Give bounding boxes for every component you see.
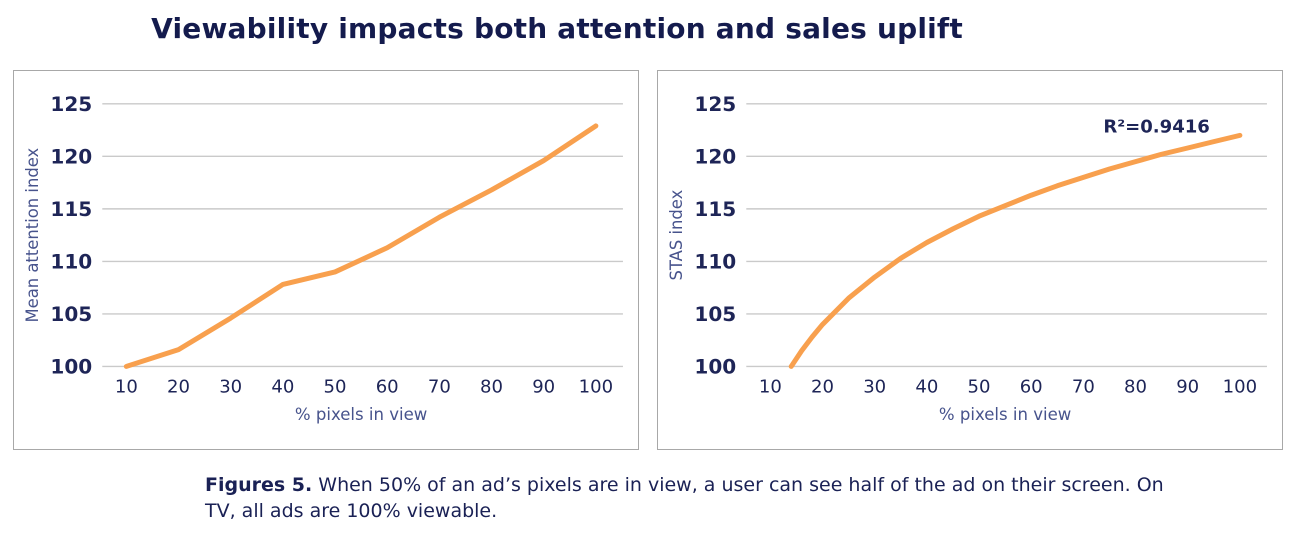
y-tick-label: 100 <box>50 354 92 378</box>
x-tick-label: 80 <box>1124 376 1147 397</box>
x-tick-label: 20 <box>167 376 190 397</box>
mean-attention-by-viewability-line <box>123 123 599 369</box>
charts-row: 100 105 110 115 120 125 10 20 30 40 50 60 70 80 90 100%… <box>13 70 1283 450</box>
x-tick-label: 40 <box>271 376 294 397</box>
attention-line-chart: 100 105 110 115 120 125 10 20 30 40 50 60 70 80 90 100%… <box>23 92 623 424</box>
x-tick-label: 10 <box>759 376 782 397</box>
x-tick-label: 60 <box>376 376 399 397</box>
y-axis-title: Mean attention index <box>23 147 42 322</box>
figure-title: Viewability impacts both attention and s… <box>151 12 963 45</box>
y-tick-label: 115 <box>50 197 92 221</box>
y-tick-label: 115 <box>694 197 736 221</box>
y-tick-label: 110 <box>50 249 92 273</box>
stas-line-chart: 100 105 110 115 120 125 10 20 30 40 50 60 70 80 90 100%… <box>667 92 1267 424</box>
x-axis-title: % pixels in view <box>295 405 427 424</box>
x-tick-label: 70 <box>428 376 451 397</box>
r-squared-annotation: R²=0.9416 <box>1103 117 1210 138</box>
x-tick-label: 80 <box>480 376 503 397</box>
y-tick-label: 110 <box>694 249 736 273</box>
caption-text: When 50% of an ad’s pixels are in view, … <box>205 474 1164 522</box>
stas-chart-panel: 100 105 110 115 120 125 10 20 30 40 50 60 70 80 90 100%… <box>657 70 1283 450</box>
x-tick-label: 90 <box>532 376 555 397</box>
y-tick-label: 125 <box>50 92 92 116</box>
x-axis-title: % pixels in view <box>939 405 1071 424</box>
x-tick-label: 70 <box>1072 376 1095 397</box>
x-tick-label: 100 <box>579 376 613 397</box>
x-tick-label: 50 <box>324 376 347 397</box>
attention-chart-panel: 100 105 110 115 120 125 10 20 30 40 50 60 70 80 90 100%… <box>13 70 639 450</box>
x-tick-label: 20 <box>811 376 834 397</box>
x-tick-label: 30 <box>219 376 242 397</box>
stas-by-viewability-line <box>788 132 1243 369</box>
x-tick-label: 30 <box>863 376 886 397</box>
x-tick-label: 50 <box>968 376 991 397</box>
y-tick-label: 125 <box>694 92 736 116</box>
x-tick-label: 60 <box>1020 376 1043 397</box>
y-tick-label: 120 <box>50 144 92 168</box>
y-tick-label: 105 <box>694 302 736 326</box>
x-tick-label: 100 <box>1223 376 1257 397</box>
figure-caption: Figures 5. When 50% of an ad’s pixels ar… <box>205 472 1183 524</box>
y-tick-label: 120 <box>694 144 736 168</box>
x-tick-label: 10 <box>115 376 138 397</box>
y-tick-label: 100 <box>694 354 736 378</box>
y-axis-title: STAS index <box>667 189 686 280</box>
caption-label: Figures 5. <box>205 474 313 496</box>
x-tick-label: 40 <box>915 376 938 397</box>
x-tick-label: 90 <box>1176 376 1199 397</box>
y-tick-label: 105 <box>50 302 92 326</box>
